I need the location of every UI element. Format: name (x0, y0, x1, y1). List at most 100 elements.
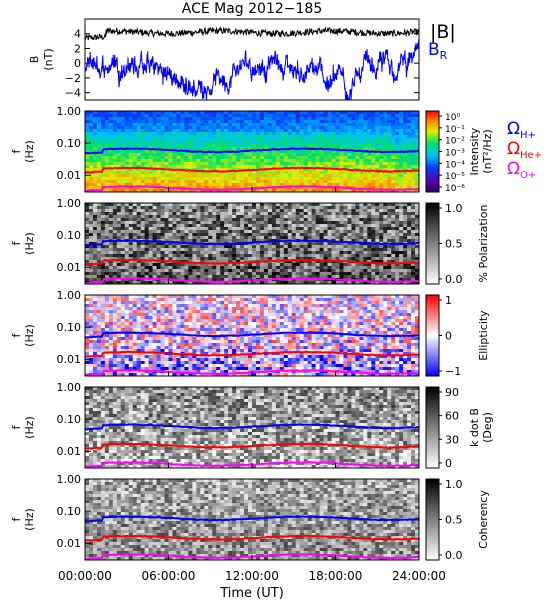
heatmap-cell (371, 147, 376, 151)
heatmap-cell (92, 257, 98, 261)
heatmap-cell (85, 117, 90, 121)
heatmap-cell (391, 272, 396, 276)
heatmap-cell (367, 236, 372, 240)
heatmap-cell (244, 251, 249, 255)
heatmap-cell (339, 251, 344, 255)
heatmap-cell (355, 177, 360, 181)
heatmap-cell (248, 212, 253, 216)
heatmap-cell (307, 138, 313, 142)
heatmap-cell (136, 257, 142, 261)
heatmap-cell (96, 269, 102, 273)
heatmap-cell (248, 295, 253, 299)
colorbar-tick-label: 10⁻⁶ (445, 184, 465, 194)
heatmap-cell (403, 215, 408, 219)
heatmap-cell (411, 209, 416, 213)
heatmap-cell (236, 162, 241, 166)
heatmap-cell (383, 132, 388, 136)
heatmap-cell (255, 269, 261, 273)
heatmap-cell (335, 245, 340, 249)
heatmap-cell (184, 295, 189, 299)
heatmap-cell (267, 206, 273, 210)
heatmap-cell (172, 129, 177, 133)
heatmap-cell (379, 209, 384, 213)
heatmap-cell (367, 212, 372, 216)
heatmap-cell (295, 212, 301, 216)
heatmap-cell (399, 266, 404, 270)
heatmap-cell (148, 162, 153, 166)
heatmap-cell (220, 248, 225, 252)
heatmap-cell (248, 132, 253, 136)
heatmap-cell (228, 132, 233, 136)
heatmap-cell (319, 254, 324, 258)
heatmap-cell (343, 162, 348, 166)
heatmap-cell (188, 120, 193, 124)
heatmap-cell (180, 272, 185, 276)
heatmap-cell (152, 183, 157, 187)
heatmap-cell (216, 251, 221, 255)
heatmap-cell (128, 189, 134, 193)
heatmap-cell (355, 183, 360, 187)
heatmap-cell (172, 266, 177, 270)
heatmap-cell (192, 215, 197, 219)
heatmap-cell (283, 117, 289, 121)
heatmap-cell (244, 165, 249, 169)
heatmap-cell (132, 301, 138, 305)
heatmap-cell (144, 281, 150, 285)
heatmap-cell (220, 221, 225, 225)
heatmap-cell (144, 153, 150, 157)
heatmap-cell (180, 120, 185, 124)
heatmap-cell (387, 186, 392, 190)
heatmap-cell (236, 221, 241, 225)
heatmap-cell (180, 183, 185, 187)
heatmap-cell (140, 281, 146, 285)
heatmap-cell (108, 251, 114, 255)
heatmap-cell (112, 129, 118, 133)
heatmap-cell (335, 129, 340, 133)
heatmap-cell (124, 120, 130, 124)
heatmap-cell (172, 236, 177, 240)
heatmap-cell (132, 295, 138, 299)
heatmap-cell (339, 212, 344, 216)
heatmap-cell (108, 227, 114, 231)
heatmap-cell (331, 123, 336, 127)
heatmap-cell (279, 230, 285, 234)
heatmap-cell (112, 183, 118, 187)
heatmap-cell (172, 132, 177, 136)
heatmap-cell (180, 236, 185, 240)
heatmap-cell (331, 206, 336, 210)
heatmap-cell (347, 209, 352, 213)
heatmap-cell (248, 242, 253, 246)
heatmap-cell (375, 257, 380, 261)
heatmap-cell (192, 236, 197, 240)
heatmap-cell (263, 177, 269, 181)
heatmap-cell (220, 138, 225, 142)
heatmap-cell (148, 266, 153, 270)
heatmap-cell (172, 141, 177, 145)
heatmap-cell (176, 236, 181, 240)
heatmap-cell (279, 295, 285, 299)
heatmap-cell (116, 153, 122, 157)
heatmap-cell (228, 218, 233, 222)
heatmap-cell (156, 150, 161, 154)
heatmap-cell (303, 111, 309, 115)
heatmap-cell (395, 209, 400, 213)
heatmap-cell (335, 165, 340, 169)
heatmap-cell (236, 260, 241, 264)
heatmap-cell (148, 180, 153, 184)
heatmap-cell (116, 233, 122, 237)
heatmap-cell (323, 281, 328, 285)
heatmap-cell (259, 227, 265, 231)
heatmap-cell (327, 215, 332, 219)
heatmap-cell (196, 171, 201, 175)
heatmap-cell (176, 269, 181, 273)
heatmap-cell (347, 239, 352, 243)
heatmap-cell (212, 212, 217, 216)
heatmap-cell (371, 126, 376, 130)
heatmap-cell (343, 180, 348, 184)
heatmap-cell (291, 260, 297, 264)
heatmap-cell (184, 203, 189, 207)
heatmap-cell (160, 206, 165, 210)
heatmap-cell (415, 117, 420, 121)
heatmap-cell (212, 251, 217, 255)
heatmap-cell (92, 209, 98, 213)
